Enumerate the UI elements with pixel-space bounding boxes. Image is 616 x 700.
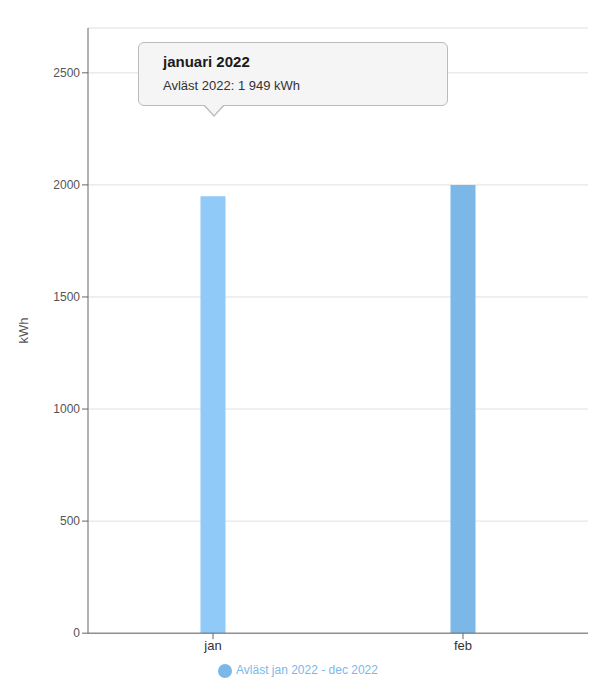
svg-text:1000: 1000 [53,402,80,416]
svg-text:jan: jan [203,638,221,653]
html-text:Avläst jan 2022 - dec 2022: Avläst jan 2022 - dec 2022 [236,663,378,678]
svg-text:2000: 2000 [53,178,80,192]
svg-text:1500: 1500 [53,290,80,304]
svg-text:0: 0 [73,626,80,640]
svg-text:feb: feb [454,638,472,653]
html-text:Avläst 2022: 1 949 kWh: Avläst 2022: 1 949 kWh [163,78,301,93]
svg-text:500: 500 [60,514,80,528]
svg-text:2500: 2500 [53,66,80,80]
html-text:januari 2022: januari 2022 [163,53,250,70]
svg-text:kWh: kWh [16,318,31,344]
